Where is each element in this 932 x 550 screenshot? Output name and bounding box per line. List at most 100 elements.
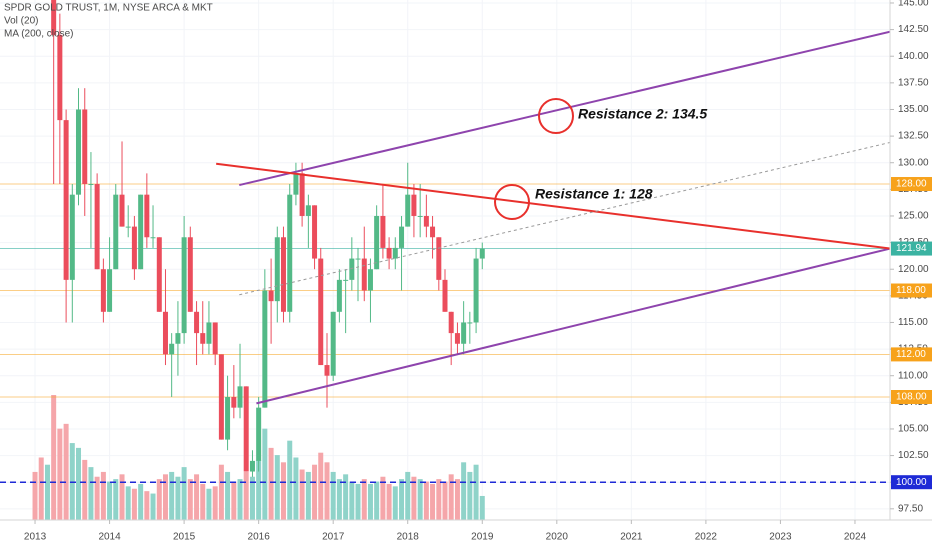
candle-body (324, 365, 330, 376)
volume-bar (131, 488, 137, 520)
volume-bar (138, 483, 144, 520)
volume-bar (411, 476, 417, 520)
volume-bar (237, 479, 243, 520)
candle-body (355, 258, 361, 260)
candle-body (361, 258, 367, 291)
candle-body (467, 322, 473, 324)
volume-bar (231, 481, 237, 520)
volume-bar (274, 455, 280, 520)
candle-body (156, 237, 162, 312)
candle-body (473, 258, 479, 323)
volume-bar (442, 481, 448, 520)
candle-body (237, 386, 243, 408)
annotation-circle (538, 98, 574, 134)
candle-body (392, 247, 398, 259)
x-tick-label: 2013 (24, 532, 47, 543)
level-label-box (891, 390, 932, 405)
volume-bar (479, 495, 485, 520)
volume-bar (318, 452, 324, 520)
volume-bar (57, 428, 63, 520)
volume-bar (75, 447, 81, 520)
candle-body (181, 237, 187, 334)
candle-body (374, 215, 380, 270)
x-tick-label: 2020 (546, 532, 569, 543)
annotation: Resistance 1: 128 (535, 186, 653, 202)
volume-bar (212, 486, 218, 520)
y-tick-label: 125.00 (898, 211, 929, 222)
annotation: Resistance 2: 134.5 (578, 106, 707, 122)
candle-body (423, 215, 429, 227)
candle-body (194, 311, 200, 334)
volume-bar (218, 464, 224, 520)
level-label: 121.94 (896, 243, 927, 254)
volume-bar (454, 479, 460, 520)
volume-bar (82, 459, 88, 520)
candle-body (479, 248, 485, 259)
volume-bar (256, 459, 262, 520)
candle-body (82, 109, 88, 185)
volume-bar (268, 447, 274, 520)
candle-body (100, 269, 106, 312)
y-tick-label: 110.00 (898, 370, 928, 381)
trendline (256, 247, 890, 405)
legend-entry: MA (200, close) (4, 29, 73, 40)
candle-body (461, 322, 467, 344)
candle-body (231, 397, 237, 408)
y-tick-label: 102.50 (898, 450, 929, 461)
volume-bar (473, 464, 479, 520)
volume-bar (100, 471, 106, 520)
candle-body (417, 215, 423, 217)
level-label-box (891, 241, 932, 256)
candle-body (436, 237, 442, 280)
candle-body (249, 460, 255, 472)
candle-body (411, 194, 417, 216)
volume-bar (187, 479, 193, 520)
candle-body (405, 194, 411, 227)
volume-bar (305, 471, 311, 520)
y-tick-label: 142.50 (898, 24, 929, 35)
candle-body (51, 0, 57, 35)
volume-bar (280, 462, 286, 520)
chart-title: SPDR GOLD TRUST, 1M, NYSE ARCA & MKT (4, 3, 213, 14)
candle-body (88, 184, 94, 186)
candle-body (386, 247, 392, 259)
candle-body (262, 290, 268, 408)
candle-body (312, 205, 318, 259)
volume-bar (38, 457, 44, 520)
candle-body (343, 279, 349, 281)
y-tick-label: 145.00 (898, 0, 929, 9)
volume-bar (324, 462, 330, 520)
volume-bar (367, 483, 373, 520)
volume-bar (169, 471, 175, 520)
level-label-box (891, 177, 932, 192)
volume-bar (206, 488, 212, 520)
candle-body (107, 269, 113, 312)
volume-bar (243, 471, 249, 520)
volume-bar (299, 469, 305, 520)
x-tick-label: 2023 (769, 532, 792, 543)
candle-body (399, 226, 405, 248)
y-tick-label: 135.00 (898, 104, 929, 115)
x-tick-label: 2015 (173, 532, 196, 543)
candle-body (187, 237, 193, 312)
volume-bar (175, 476, 181, 520)
candle-body (268, 290, 274, 302)
volume-bar (467, 471, 473, 520)
level-label-box (891, 475, 932, 490)
volume-bar (144, 491, 150, 520)
candle-body (299, 173, 305, 216)
legend-entry: Vol (20) (4, 16, 38, 27)
volume-bar (162, 474, 168, 520)
volume-bar (194, 474, 200, 520)
annotation-circle (494, 184, 530, 220)
y-tick-label: 115.00 (898, 317, 928, 328)
candle-body (200, 333, 206, 344)
candle-body (349, 258, 355, 280)
volume-bar (32, 471, 38, 520)
volume-bar (119, 474, 125, 520)
volume-bar (125, 486, 131, 520)
candle-body (287, 194, 293, 312)
volume-bar (287, 440, 293, 520)
volume-bar (150, 493, 156, 520)
volume-bar (88, 467, 94, 520)
